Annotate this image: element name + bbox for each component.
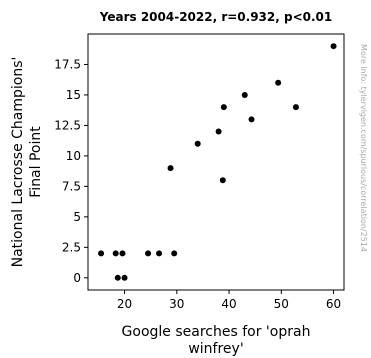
data-point [219,177,226,184]
data-point [119,250,126,257]
x-axis-ticks: 20 30 40 50 60 [117,290,341,311]
y-axis-label-line-2: Final Point [28,126,44,198]
y-tick-label: 15 [66,88,81,102]
data-point [98,250,105,257]
watermark-text: More info: tylervigen.com/spurious/corre… [359,44,368,252]
x-tick-label: 60 [326,297,341,311]
x-axis-label-line-1: Google searches for 'oprah [122,324,311,340]
y-tick-label: 5 [73,210,81,224]
data-point [215,128,222,135]
data-point [330,43,337,50]
x-tick-label: 50 [274,297,289,311]
x-tick-label: 40 [221,297,236,311]
data-point [220,104,227,111]
data-point [275,79,282,86]
data-point [171,250,178,257]
y-axis-ticks: 0 2.5 5 7.5 10 12.5 15 17.5 [54,57,88,285]
data-point [167,165,174,172]
data-point [156,250,163,257]
data-point [292,104,299,111]
y-axis-label-line-1: National Lacrosse Champions' [10,57,26,268]
data-point [121,274,128,281]
y-tick-label: 10 [66,149,81,163]
x-tick-label: 30 [169,297,184,311]
x-tick-label: 20 [117,297,132,311]
data-point [241,91,248,98]
data-point [194,140,201,147]
data-point [248,116,255,123]
x-axis-label-line-2: winfrey' [188,341,243,357]
y-tick-label: 17.5 [54,57,81,71]
plot-area-frame [87,33,345,291]
chart-title: Years 2004-2022, r=0.932, p<0.01 [99,10,333,24]
data-point [145,250,152,257]
y-tick-label: 0 [73,271,81,285]
y-tick-label: 12.5 [54,118,81,132]
y-tick-label: 7.5 [62,179,81,193]
data-point [112,250,119,257]
data-point [114,274,121,281]
y-tick-label: 2.5 [62,240,81,254]
data-points [98,43,337,281]
